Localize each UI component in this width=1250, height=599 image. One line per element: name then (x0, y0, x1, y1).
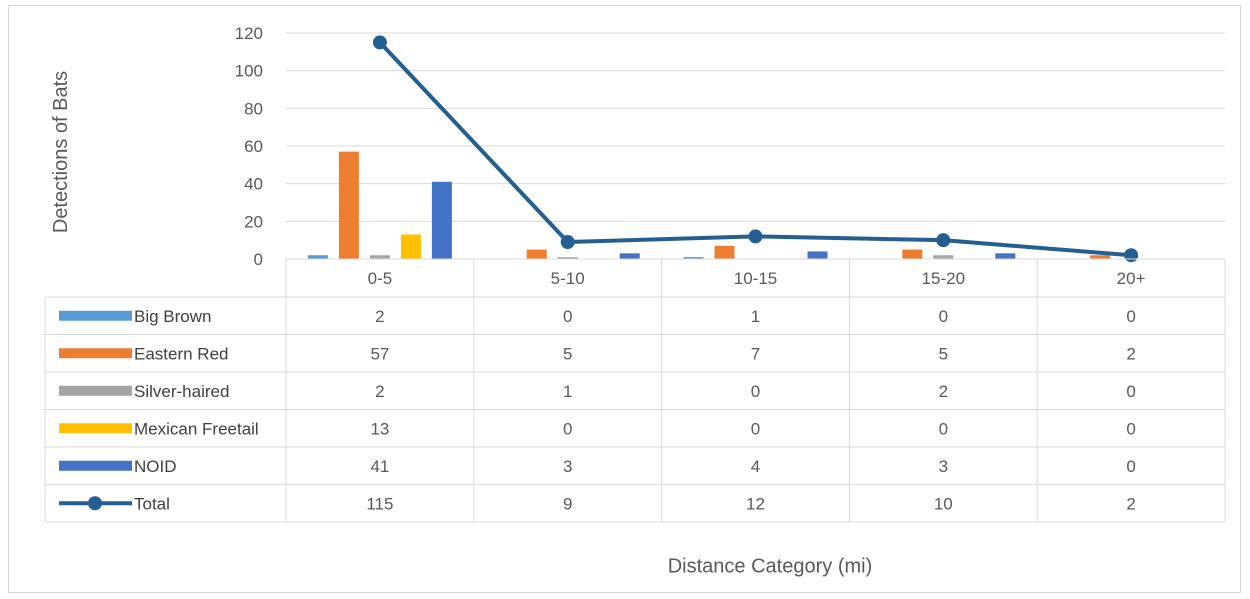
bar (683, 257, 704, 259)
table-cell-value: 2 (1126, 344, 1135, 363)
data-table: 0-5 5-10 10-15 15-20 20+Big Brown 2 0 1 0 0Easter… (44, 258, 1226, 523)
table-cell-value: 0 (1126, 419, 1135, 438)
bar (431, 181, 452, 259)
bar (902, 249, 923, 259)
table-cell-value: 5 (563, 344, 572, 363)
legend-swatch (59, 310, 132, 321)
table-cell-value: 13 (370, 419, 389, 438)
legend-swatch (59, 348, 132, 359)
table-cell-value: 0 (751, 419, 760, 438)
total-line (372, 35, 1139, 263)
table-cell-value: 0 (1126, 307, 1135, 326)
table-cell-value: 0 (563, 419, 572, 438)
table-cell-value: 41 (370, 457, 389, 476)
table-cell-value: 7 (751, 344, 760, 363)
table-cell-value: 10 (934, 494, 953, 513)
table-cell-value: 0 (751, 382, 760, 401)
table-cell-value: 115 (366, 494, 393, 513)
total-marker (748, 229, 763, 244)
table-cell-value: 0 (563, 307, 572, 326)
legend-label: Eastern Red (134, 344, 229, 363)
total-marker (936, 233, 951, 248)
y-tick-labels: 0 20 40 60 80 100 120 (235, 24, 263, 269)
bars (307, 151, 1111, 259)
table-cell-value: 4 (751, 457, 760, 476)
bar (338, 151, 359, 259)
x-tick-label: 0-5 (368, 269, 393, 288)
bar (995, 253, 1016, 259)
bar (933, 255, 954, 259)
bar (619, 253, 640, 259)
legend-swatch (59, 460, 132, 471)
legend-label: Big Brown (134, 307, 211, 326)
table-cell-value: 12 (746, 494, 765, 513)
legend-label: NOID (134, 457, 177, 476)
table-cell-value: 1 (563, 382, 572, 401)
table-cell-value: 0 (939, 419, 948, 438)
table-cell-value: 9 (563, 494, 572, 513)
total-series-line (378, 41, 1132, 258)
y-axis-title: Detections of Bats (50, 71, 72, 233)
table-cell-value: 0 (939, 307, 948, 326)
chart-frame (8, 5, 1241, 593)
bar (369, 255, 390, 259)
table-cell-value: 3 (563, 457, 572, 476)
table-cell-value: 0 (1126, 382, 1135, 401)
legend-marker (88, 496, 102, 511)
y-tick-label: 0 (254, 250, 263, 269)
table-cell-value: 3 (939, 457, 948, 476)
x-tick-label: 15-20 (922, 269, 965, 288)
y-tick-label: 20 (244, 212, 263, 231)
bar (557, 257, 578, 259)
table-cell-value: 57 (370, 344, 389, 363)
x-tick-label: 10-15 (734, 269, 777, 288)
table-cell-value: 2 (375, 307, 384, 326)
bar (1090, 255, 1111, 259)
x-axis-title: Distance Category (mi) (667, 555, 873, 578)
bar (714, 245, 735, 259)
table-cell-value: 1 (751, 307, 760, 326)
y-tick-label: 100 (235, 62, 263, 81)
table-cell-value: 2 (1126, 494, 1135, 513)
legend-label: Total (134, 494, 170, 513)
total-marker (560, 235, 575, 250)
table-cell-value: 2 (939, 382, 948, 401)
legend-label: Mexican Freetail (134, 419, 259, 438)
bar (307, 255, 328, 259)
x-tick-label: 5-10 (551, 269, 585, 288)
table-cell-value: 2 (375, 382, 384, 401)
legend-swatch (59, 423, 132, 434)
y-tick-label: 80 (244, 99, 263, 118)
y-tick-label: 60 (244, 137, 263, 156)
total-marker (372, 35, 387, 50)
table-cell-value: 0 (1126, 457, 1135, 476)
bar (400, 234, 421, 259)
y-tick-label: 40 (244, 175, 263, 194)
y-tick-label: 120 (235, 24, 263, 43)
total-marker (1124, 248, 1139, 263)
bar (526, 249, 547, 259)
legend-swatch (59, 385, 132, 396)
gridlines (286, 32, 1225, 222)
legend-label: Silver-haired (134, 382, 229, 401)
bar (807, 251, 828, 259)
table-cell-value: 5 (939, 344, 948, 363)
x-tick-label: 20+ (1117, 269, 1146, 288)
